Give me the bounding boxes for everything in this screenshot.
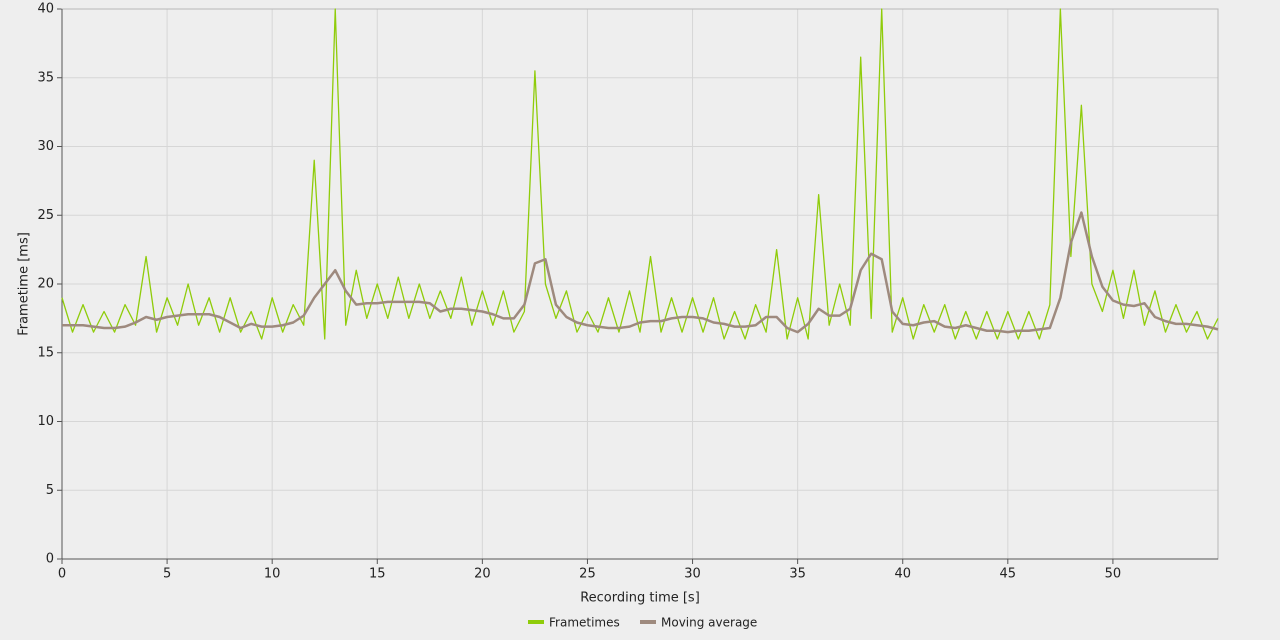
x-tick-label: 20 <box>474 567 491 582</box>
legend-swatch <box>640 620 656 624</box>
x-tick-label: 25 <box>579 567 596 582</box>
y-tick-label: 30 <box>37 139 54 154</box>
y-tick-label: 5 <box>46 483 54 498</box>
x-tick-label: 0 <box>58 567 66 582</box>
x-tick-label: 10 <box>264 567 281 582</box>
x-tick-label: 30 <box>684 567 701 582</box>
legend-swatch <box>528 620 544 624</box>
legend-label: Frametimes <box>549 616 620 630</box>
x-tick-label: 15 <box>369 567 386 582</box>
x-tick-label: 45 <box>1000 567 1017 582</box>
x-tick-label: 5 <box>163 567 171 582</box>
y-tick-label: 25 <box>37 208 54 223</box>
y-axis-label: Frametime [ms] <box>17 232 32 336</box>
x-tick-label: 35 <box>789 567 806 582</box>
y-tick-label: 20 <box>37 277 54 292</box>
series-line <box>62 211 1219 334</box>
x-tick-label: 50 <box>1105 567 1122 582</box>
series-line <box>61 8 1219 340</box>
y-tick-label: 40 <box>37 2 54 17</box>
x-tick-label: 40 <box>894 567 911 582</box>
y-tick-label: 0 <box>46 552 54 567</box>
legend-label: Moving average <box>661 616 757 630</box>
y-tick-label: 15 <box>37 345 54 360</box>
y-tick-label: 10 <box>37 414 54 429</box>
x-axis-label: Recording time [s] <box>580 591 700 606</box>
y-tick-label: 35 <box>37 70 54 85</box>
